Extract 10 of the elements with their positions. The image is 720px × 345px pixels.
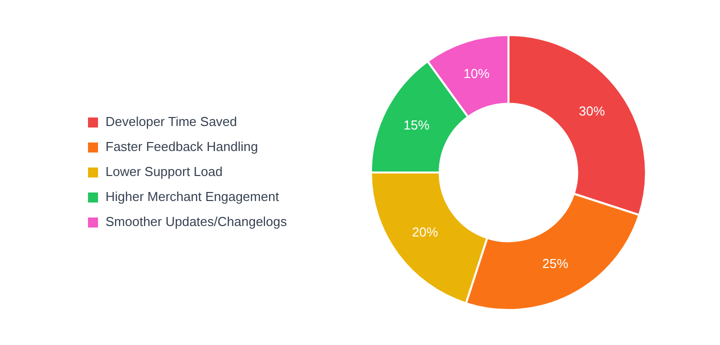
data-label: 30% xyxy=(578,103,606,118)
legend-label: Faster Feedback Handling xyxy=(106,139,258,154)
legend-label: Lower Support Load xyxy=(106,164,223,180)
data-label: 15% xyxy=(404,117,430,132)
data-label: 10% xyxy=(464,66,490,81)
legend-label: Smoother Updates/Changelogs xyxy=(106,214,288,230)
legend-label: Developer Time Saved xyxy=(106,114,238,130)
data-label: 25% xyxy=(542,256,569,271)
legend-label: Higher Merchant Engagement xyxy=(106,189,280,204)
data-label: 20% xyxy=(412,224,438,240)
